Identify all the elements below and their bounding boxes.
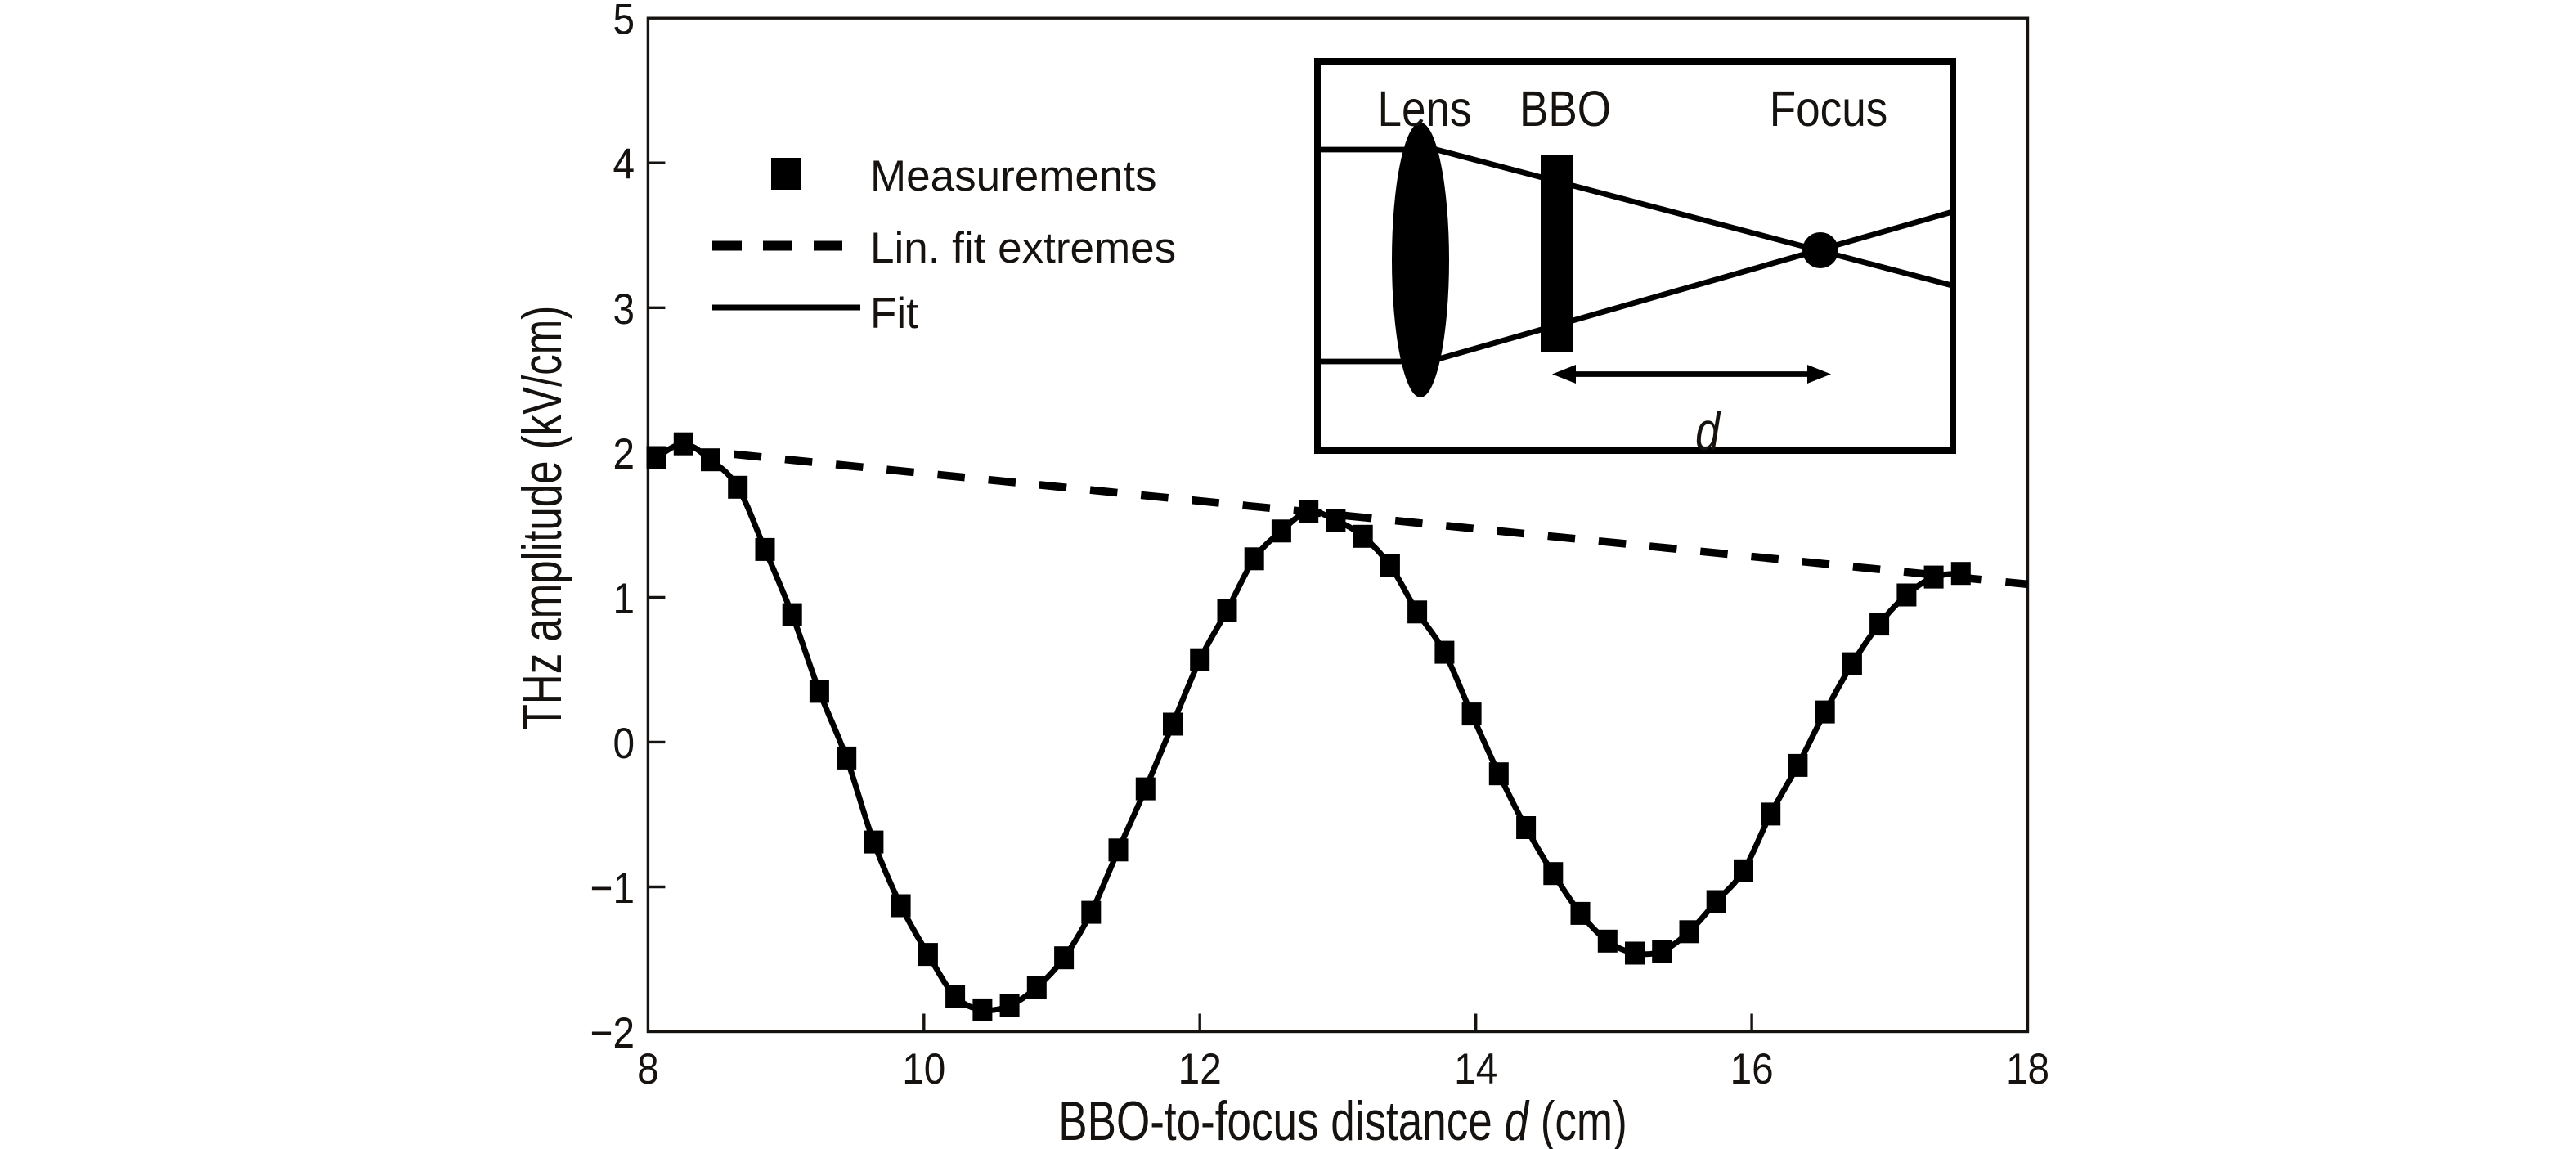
svg-text:Measurements: Measurements — [870, 152, 1157, 200]
svg-text:2: 2 — [613, 429, 635, 478]
svg-text:−2: −2 — [590, 1008, 635, 1057]
svg-text:14: 14 — [1454, 1044, 1497, 1093]
svg-text:4: 4 — [613, 139, 635, 188]
svg-text:5: 5 — [613, 0, 635, 43]
svg-text:3: 3 — [613, 284, 635, 333]
svg-text:8: 8 — [637, 1044, 659, 1093]
svg-text:Lens: Lens — [1377, 82, 1471, 137]
svg-text:BBO-to-focus distance d (cm): BBO-to-focus distance d (cm) — [1058, 1090, 1627, 1149]
svg-text:12: 12 — [1178, 1044, 1222, 1093]
svg-text:d: d — [1695, 401, 1721, 461]
svg-text:Fit: Fit — [870, 289, 918, 338]
svg-text:−1: −1 — [590, 864, 635, 913]
svg-text:1: 1 — [613, 574, 635, 623]
svg-text:16: 16 — [1730, 1044, 1774, 1093]
svg-text:BBO: BBO — [1519, 82, 1611, 137]
svg-text:Lin. fit extremes: Lin. fit extremes — [870, 224, 1176, 272]
svg-text:10: 10 — [902, 1044, 945, 1093]
svg-text:THz amplitude (kV/cm): THz amplitude (kV/cm) — [511, 306, 573, 730]
svg-text:0: 0 — [613, 719, 635, 768]
svg-text:Focus: Focus — [1770, 82, 1887, 137]
svg-text:18: 18 — [2006, 1044, 2049, 1093]
